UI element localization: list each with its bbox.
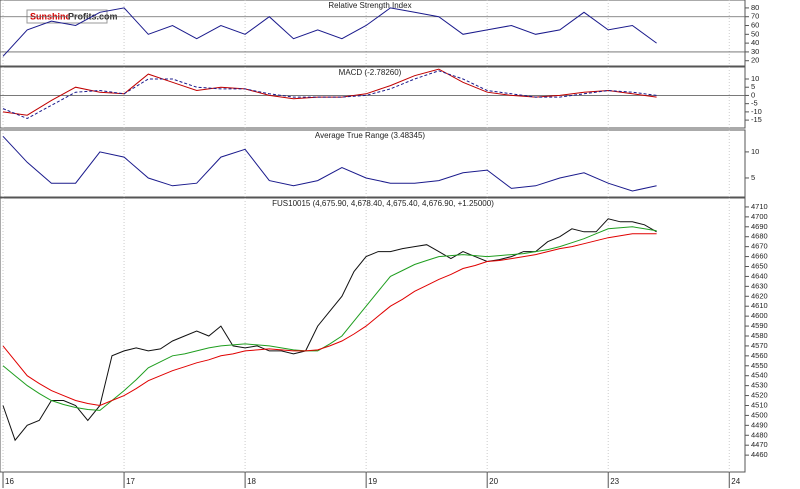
x-tick-label: 18: [247, 477, 256, 486]
y-tick-label: 10: [751, 147, 759, 156]
y-tick-label: 4530: [751, 381, 768, 390]
panel-frame: [0, 0, 746, 67]
y-tick-label: 80: [751, 3, 759, 12]
y-tick-label: 4540: [751, 371, 768, 380]
y-tick-label: 4660: [751, 252, 768, 261]
series-line: [2, 233, 657, 407]
series-line: [2, 70, 657, 120]
y-tick-label: -15: [751, 115, 762, 124]
y-tick-label: 20: [751, 56, 759, 65]
panel-frame: [0, 66, 746, 129]
y-tick-label: 4550: [751, 361, 768, 370]
y-tick-label: 40: [751, 38, 759, 47]
series-line: [2, 218, 657, 442]
y-tick-label: -5: [751, 99, 758, 108]
y-tick-label: 10: [751, 74, 759, 83]
y-tick-label: 0: [751, 90, 755, 99]
panel-frame: [0, 197, 746, 473]
y-tick-label: 4640: [751, 271, 768, 280]
x-tick-label: 17: [126, 477, 135, 486]
y-tick-label: 4460: [751, 450, 768, 459]
y-tick-label: -10: [751, 107, 762, 116]
y-tick-label: 4680: [751, 232, 768, 241]
y-tick-label: 4650: [751, 261, 768, 270]
y-tick-label: 4620: [751, 291, 768, 300]
y-tick-label: 4610: [751, 301, 768, 310]
y-tick-label: 4630: [751, 281, 768, 290]
y-tick-label: 50: [751, 29, 759, 38]
y-tick-label: 4500: [751, 410, 768, 419]
series-line: [2, 7, 657, 57]
y-tick-label: 30: [751, 47, 759, 56]
panel-frame: [0, 129, 746, 198]
y-tick-label: 4470: [751, 440, 768, 449]
y-tick-label: 4490: [751, 420, 768, 429]
y-tick-label: 4560: [751, 351, 768, 360]
y-tick-label: 4570: [751, 341, 768, 350]
y-tick-label: 4480: [751, 430, 768, 439]
y-tick-label: 4700: [751, 212, 768, 221]
panel-title: FUS10015 (4,675.90, 4,678.40, 4,675.40, …: [272, 199, 494, 208]
y-tick-label: 4580: [751, 331, 768, 340]
x-tick-label: 20: [489, 477, 498, 486]
y-tick-label: 4520: [751, 391, 768, 400]
y-tick-label: 5: [751, 173, 755, 182]
y-tick-label: 70: [751, 12, 759, 21]
panel-title: MACD (-2.78260): [339, 68, 402, 77]
x-tick-label: 16: [5, 477, 14, 486]
y-tick-label: 60: [751, 21, 759, 30]
y-tick-label: 5: [751, 82, 755, 91]
y-tick-label: 4690: [751, 222, 768, 231]
y-tick-label: 4600: [751, 311, 768, 320]
series-line: [2, 135, 657, 192]
y-tick-label: 4710: [751, 202, 768, 211]
y-tick-label: 4590: [751, 321, 768, 330]
x-tick-label: 23: [610, 477, 619, 486]
x-tick-label: 24: [731, 477, 740, 486]
panel-title: Relative Strength Index: [328, 1, 411, 10]
panel-title: Average True Range (3.48345): [315, 131, 425, 140]
x-tick-label: 19: [368, 477, 377, 486]
y-tick-label: 4670: [751, 242, 768, 251]
y-tick-label: 4510: [751, 400, 768, 409]
